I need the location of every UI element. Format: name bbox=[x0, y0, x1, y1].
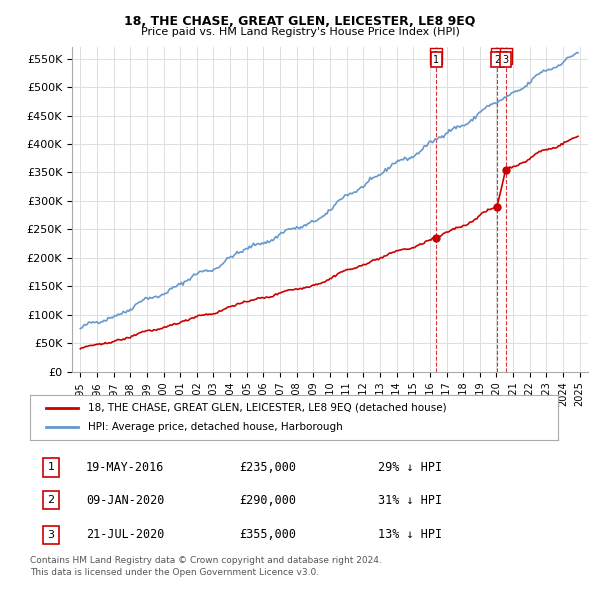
Text: 18, THE CHASE, GREAT GLEN, LEICESTER, LE8 9EQ (detached house): 18, THE CHASE, GREAT GLEN, LEICESTER, LE… bbox=[88, 403, 447, 412]
Text: 21-JUL-2020: 21-JUL-2020 bbox=[86, 529, 164, 542]
Text: 2: 2 bbox=[47, 495, 55, 505]
Text: 09-JAN-2020: 09-JAN-2020 bbox=[86, 493, 164, 507]
Text: This data is licensed under the Open Government Licence v3.0.: This data is licensed under the Open Gov… bbox=[30, 568, 319, 577]
Text: 1: 1 bbox=[47, 463, 55, 472]
Text: £235,000: £235,000 bbox=[239, 461, 296, 474]
Text: £355,000: £355,000 bbox=[239, 529, 296, 542]
Text: HPI: Average price, detached house, Harborough: HPI: Average price, detached house, Harb… bbox=[88, 422, 343, 432]
Text: 31% ↓ HPI: 31% ↓ HPI bbox=[378, 493, 442, 507]
Text: 19-MAY-2016: 19-MAY-2016 bbox=[86, 461, 164, 474]
Text: 3: 3 bbox=[47, 530, 55, 540]
Text: 18, THE CHASE, GREAT GLEN, LEICESTER, LE8 9EQ: 18, THE CHASE, GREAT GLEN, LEICESTER, LE… bbox=[124, 15, 476, 28]
Text: 2: 2 bbox=[494, 51, 500, 61]
Text: £290,000: £290,000 bbox=[239, 493, 296, 507]
Text: 2: 2 bbox=[494, 55, 500, 65]
Text: 3: 3 bbox=[503, 51, 509, 61]
Text: 1: 1 bbox=[433, 51, 439, 61]
Text: 3: 3 bbox=[503, 55, 509, 65]
Text: Contains HM Land Registry data © Crown copyright and database right 2024.: Contains HM Land Registry data © Crown c… bbox=[30, 556, 382, 565]
Text: 1: 1 bbox=[433, 55, 439, 65]
Text: 13% ↓ HPI: 13% ↓ HPI bbox=[378, 529, 442, 542]
Text: Price paid vs. HM Land Registry's House Price Index (HPI): Price paid vs. HM Land Registry's House … bbox=[140, 27, 460, 37]
Text: 29% ↓ HPI: 29% ↓ HPI bbox=[378, 461, 442, 474]
